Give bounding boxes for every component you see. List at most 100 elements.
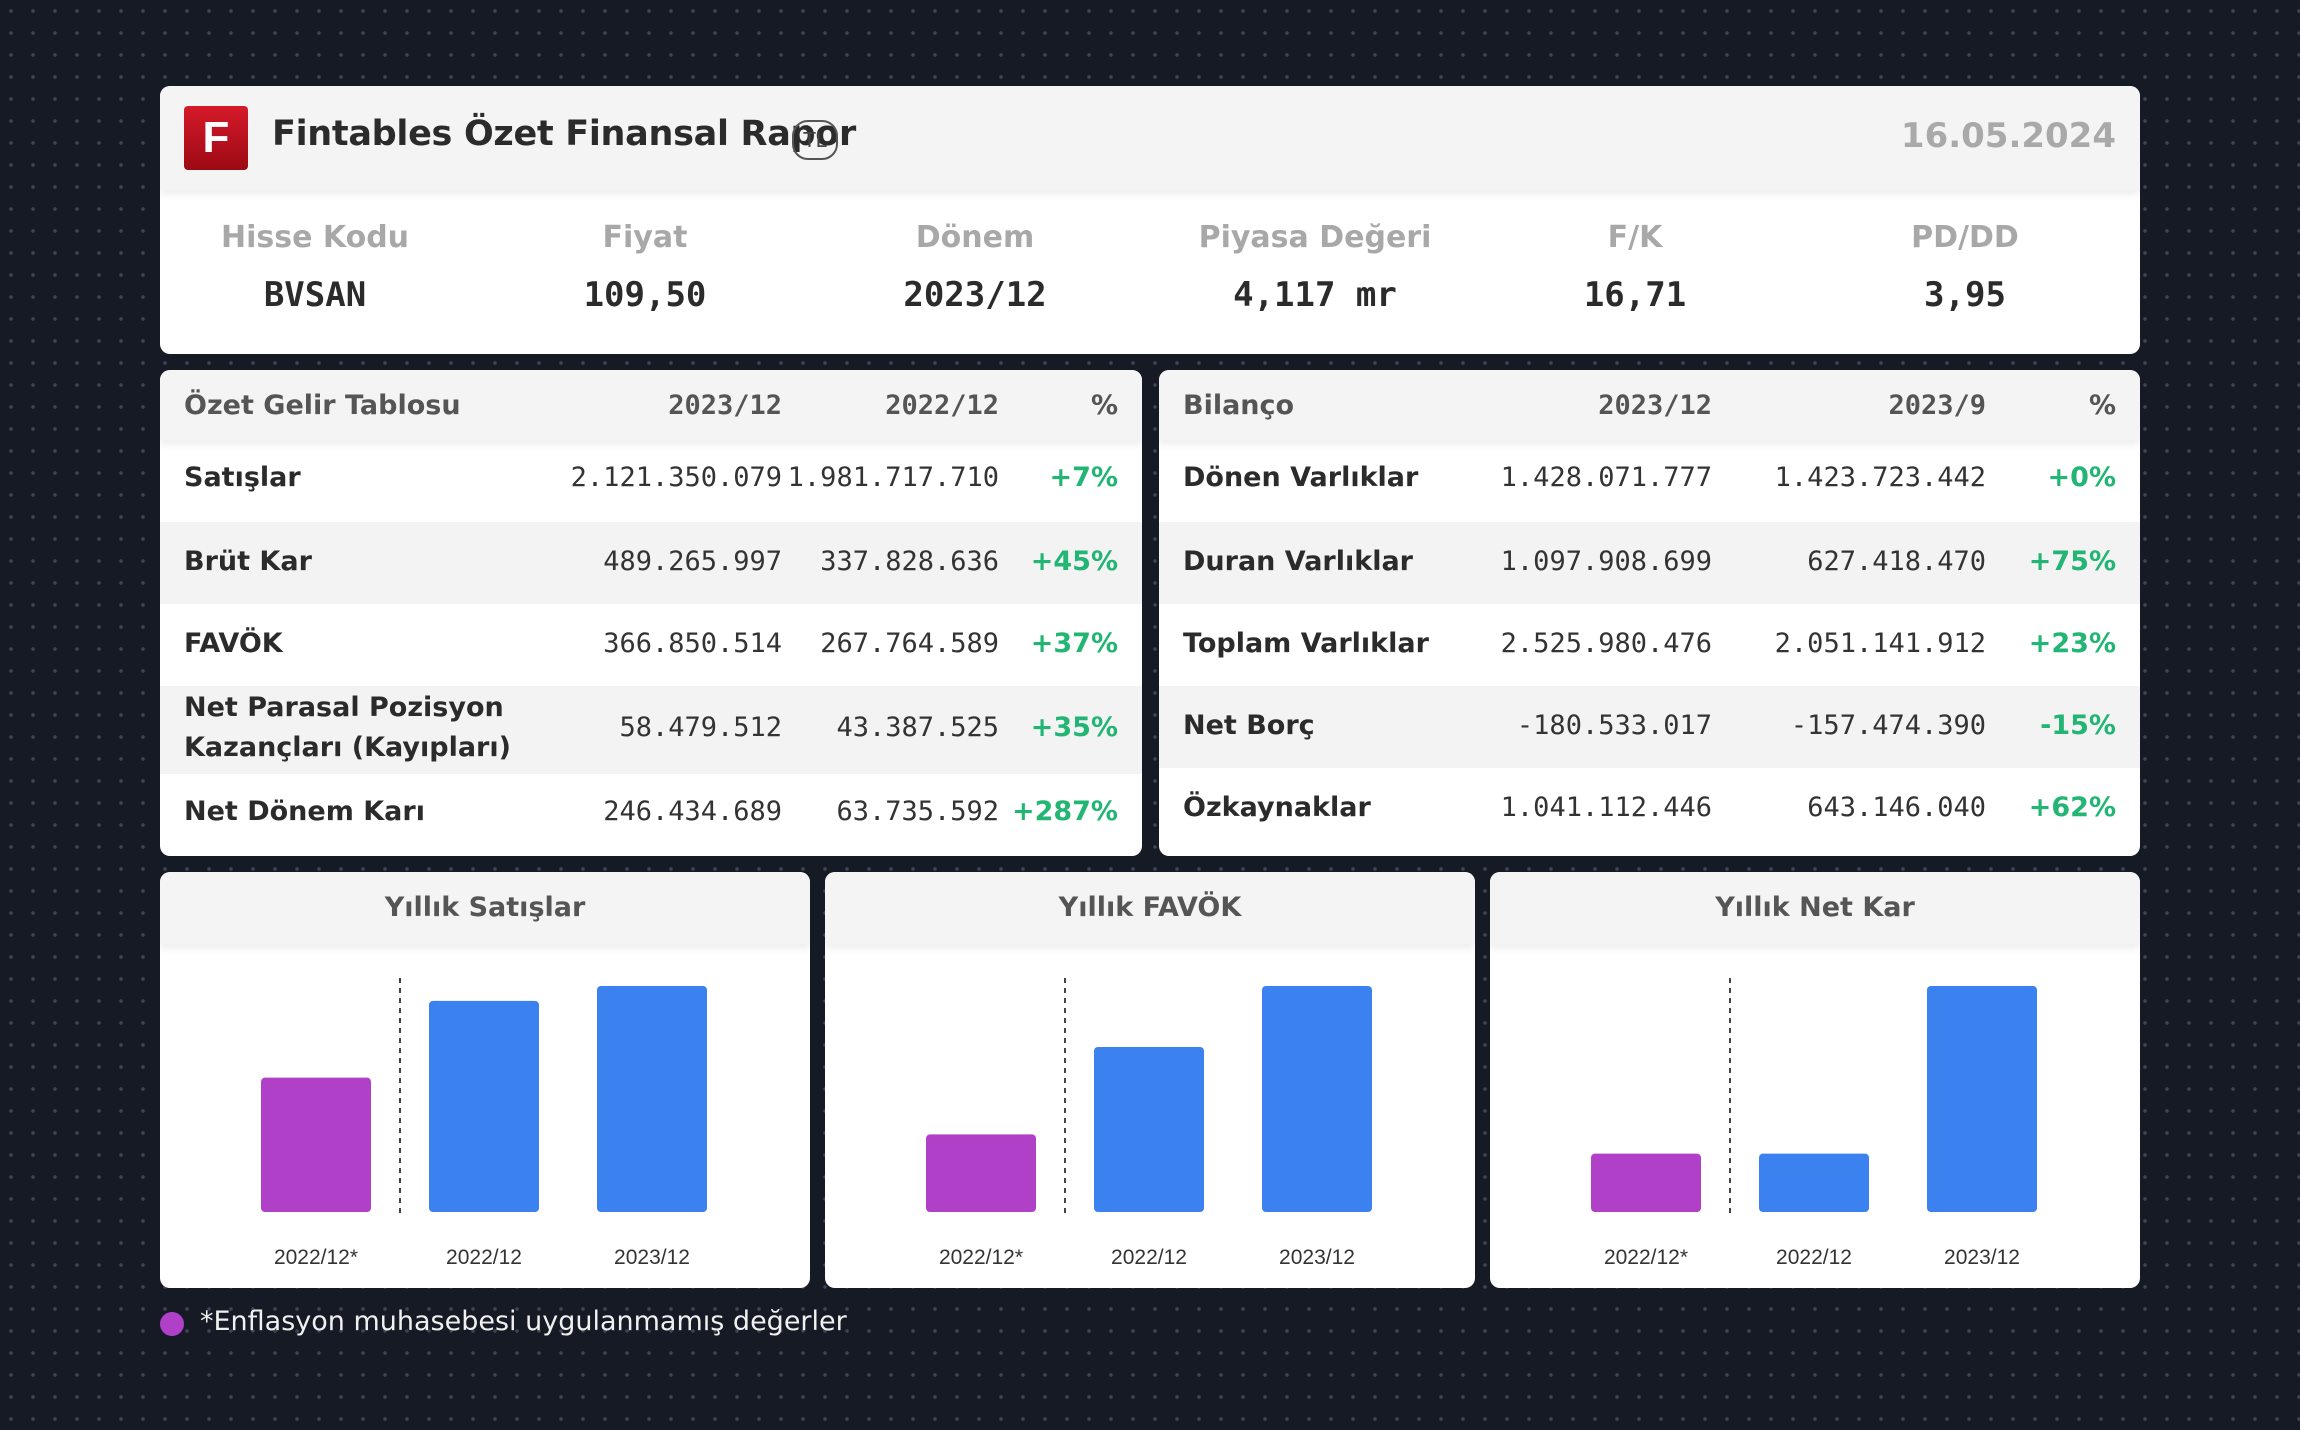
cell-value: 63.735.592	[836, 796, 999, 827]
change-percent: +7%	[1049, 462, 1118, 493]
chart-bar	[429, 1000, 539, 1212]
cell-value: 58.479.512	[619, 712, 782, 743]
row-label: Kazançları (Kayıpları)	[184, 732, 511, 763]
row-label: Duran Varlıklar	[1183, 546, 1414, 577]
column-header: 2023/9	[1888, 390, 1986, 421]
chart-title: Yıllık Satışlar	[160, 872, 810, 944]
metric-label: PD/DD	[1911, 220, 2019, 255]
chart-svg: 2022/12* 2022/12 2023/12	[261, 978, 707, 1269]
chart-tick-label: 2022/12	[446, 1246, 522, 1269]
metric-price: Fiyat 109,50	[495, 220, 795, 315]
chart-tick-label: 2023/12	[1279, 1246, 1355, 1269]
cell-value: 43.387.525	[836, 712, 999, 743]
table-row: Toplam Varlıklar 2.525.980.476 2.051.141…	[1159, 604, 2140, 686]
metric-ticker: Hisse Kodu BVSAN	[165, 220, 465, 315]
balance-sheet-table: Bilanço 2023/12 2023/9 % Dönen Varlıklar…	[1159, 370, 2140, 856]
cell-value: 2.051.141.912	[1774, 628, 1986, 659]
cell-value: 1.041.112.446	[1500, 792, 1712, 823]
metric-value: 2023/12	[903, 275, 1047, 315]
change-percent: -15%	[2040, 710, 2116, 741]
cell-value: 643.146.040	[1807, 792, 1986, 823]
table-header: Özet Gelir Tablosu 2023/12 2022/12 %	[160, 370, 1142, 440]
footnote-text: *Enflasyon muhasebesi uygulanmamış değer…	[200, 1306, 847, 1337]
table-row: Brüt Kar 489.265.997 337.828.636 +45%	[160, 522, 1142, 604]
row-label: Brüt Kar	[184, 546, 312, 577]
chart-tick-label: 2023/12	[1944, 1246, 2020, 1269]
cell-value: 1.981.717.710	[787, 462, 999, 493]
change-percent: +37%	[1030, 628, 1118, 659]
row-label: Satışlar	[184, 462, 301, 493]
chart-annual-net-profit: Yıllık Net Kar 2022/12* 2022/12 2023/12	[1490, 872, 2140, 1288]
cell-value: 2.525.980.476	[1500, 628, 1712, 659]
metric-label: Fiyat	[602, 220, 688, 255]
cell-value: 246.434.689	[603, 796, 782, 827]
metric-period: Dönem 2023/12	[825, 220, 1125, 315]
cell-value: 337.828.636	[820, 546, 999, 577]
row-label: Net Borç	[1183, 710, 1315, 741]
cell-value: 1.097.908.699	[1500, 546, 1712, 577]
report-title: Fintables Özet Finansal Rapor	[272, 114, 856, 154]
chart-bar	[1094, 1046, 1204, 1212]
change-percent: +45%	[1030, 546, 1118, 577]
chart-tick-label: 2022/12*	[1604, 1246, 1688, 1269]
column-header: 2023/12	[668, 390, 782, 421]
chart-svg: 2022/12* 2022/12 2023/12	[926, 978, 1372, 1269]
metric-value: 109,50	[583, 275, 707, 315]
chart-svg: 2022/12* 2022/12 2023/12	[1591, 978, 2037, 1269]
chart-bar	[926, 1134, 1036, 1212]
table-row: Net Dönem Karı 246.434.689 63.735.592 +2…	[160, 774, 1142, 856]
cell-value: 1.428.071.777	[1500, 462, 1712, 493]
chart-annual-sales: Yıllık Satışlar 2022/12* 2022/12 2023/12	[160, 872, 810, 1288]
chart-tick-label: 2022/12	[1111, 1246, 1187, 1269]
change-percent: +62%	[2028, 792, 2116, 823]
metric-label: Piyasa Değeri	[1198, 220, 1432, 255]
row-label: Toplam Varlıklar	[1183, 628, 1429, 659]
chart-annual-ebitda: Yıllık FAVÖK 2022/12* 2022/12 2023/12	[825, 872, 1475, 1288]
metric-value: 16,71	[1583, 275, 1687, 315]
chart-bar	[1262, 986, 1372, 1212]
cell-value: 489.265.997	[603, 546, 782, 577]
metric-label: Hisse Kodu	[220, 220, 410, 255]
currency-badge: TL	[792, 120, 838, 160]
chart-tick-label: 2023/12	[614, 1246, 690, 1269]
row-label: Net Dönem Karı	[184, 796, 425, 827]
table-row: Duran Varlıklar 1.097.908.699 627.418.47…	[1159, 522, 2140, 604]
fintables-logo-icon: F	[184, 106, 248, 170]
table-row: Net Borç -180.533.017 -157.474.390 -15%	[1159, 686, 2140, 768]
table-row: Satışlar 2.121.350.079 1.981.717.710 +7%	[160, 440, 1142, 522]
cell-value: 2.121.350.079	[570, 462, 782, 493]
chart-bar	[1927, 986, 2037, 1212]
change-percent: +35%	[1030, 712, 1118, 743]
chart-bar	[261, 1077, 371, 1212]
title-bar: F Fintables Özet Finansal Rapor TL 16.05…	[160, 86, 2140, 190]
column-header: 2023/12	[1598, 390, 1712, 421]
chart-title: Yıllık FAVÖK	[825, 872, 1475, 944]
chart-tick-label: 2022/12*	[274, 1246, 358, 1269]
row-label: Net Parasal Pozisyon	[184, 692, 504, 723]
table-row: Özkaynaklar 1.041.112.446 643.146.040 +6…	[1159, 768, 2140, 856]
chart-tick-label: 2022/12*	[939, 1246, 1023, 1269]
metric-value: BVSAN	[263, 275, 367, 315]
report-date: 16.05.2024	[1900, 116, 2116, 156]
table-header: Bilanço 2023/12 2023/9 %	[1159, 370, 2140, 440]
column-header: %	[2088, 390, 2116, 421]
cell-value: -180.533.017	[1516, 710, 1712, 741]
metric-market-cap: Piyasa Değeri 4,117 mr	[1165, 220, 1465, 315]
change-percent: +75%	[2028, 546, 2116, 577]
change-percent: +287%	[1011, 796, 1118, 827]
legend-dot-icon	[160, 1312, 184, 1336]
table-row: FAVÖK 366.850.514 267.764.589 +37%	[160, 604, 1142, 686]
table-row: Dönen Varlıklar 1.428.071.777 1.423.723.…	[1159, 440, 2140, 522]
chart-bar	[1591, 1153, 1701, 1212]
metric-pe: F/K 16,71	[1485, 220, 1785, 315]
row-label: Dönen Varlıklar	[1183, 462, 1419, 493]
column-header: Bilanço	[1183, 390, 1295, 421]
chart-title: Yıllık Net Kar	[1490, 872, 2140, 944]
row-label: Özkaynaklar	[1183, 792, 1371, 823]
change-percent: +23%	[2028, 628, 2116, 659]
cell-value: 366.850.514	[603, 628, 782, 659]
income-statement-table: Özet Gelir Tablosu 2023/12 2022/12 % Sat…	[160, 370, 1142, 856]
cell-value: 1.423.723.442	[1774, 462, 1986, 493]
column-header: Özet Gelir Tablosu	[184, 390, 461, 421]
chart-bar	[1759, 1153, 1869, 1212]
